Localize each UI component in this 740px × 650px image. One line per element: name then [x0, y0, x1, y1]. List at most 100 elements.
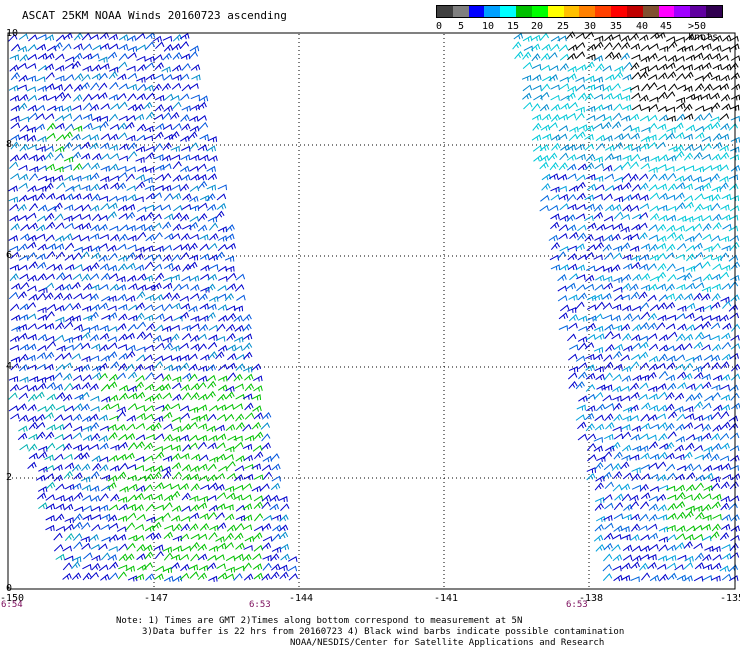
- wind-barb: [8, 392, 18, 400]
- wind-barb: [82, 505, 93, 511]
- wind-barb: [712, 45, 722, 52]
- wind-barb: [694, 454, 704, 461]
- wind-barb: [180, 384, 190, 391]
- wind-barb: [98, 543, 108, 551]
- wind-barb: [622, 406, 633, 413]
- wind-barb: [37, 94, 48, 101]
- wind-barb: [188, 434, 199, 442]
- wind-barb: [251, 485, 262, 492]
- wind-barb: [658, 573, 669, 582]
- wind-barb: [55, 483, 65, 491]
- wind-barb: [594, 423, 605, 431]
- wind-barb: [163, 193, 174, 201]
- wind-barb: [46, 132, 56, 140]
- longitude-tick-labels: -150-147-144-141-138-135: [0, 593, 740, 604]
- wind-barb: [602, 104, 613, 111]
- wind-barb: [135, 391, 146, 400]
- wind-barb: [154, 451, 165, 460]
- wind-barb: [658, 154, 669, 162]
- wind-barb: [179, 533, 190, 541]
- wind-barb: [162, 567, 172, 574]
- wind-barb: [127, 474, 137, 481]
- wind-barb: [217, 226, 228, 233]
- wind-barb: [540, 91, 550, 100]
- wind-barb: [189, 195, 199, 203]
- wind-barb: [242, 323, 252, 332]
- wind-barb: [170, 154, 181, 161]
- colorbar-label: 5: [458, 21, 465, 32]
- wind-barb: [26, 354, 36, 361]
- wind-barb: [117, 132, 128, 140]
- wind-barb: [226, 242, 236, 250]
- wind-barb: [611, 233, 621, 242]
- wind-barb: [38, 445, 48, 452]
- wind-barb: [567, 203, 577, 211]
- wind-barb: [189, 292, 200, 300]
- wind-barb: [586, 294, 597, 302]
- wind-barb: [701, 320, 712, 329]
- wind-barb: [666, 534, 677, 541]
- wind-barb: [611, 82, 621, 91]
- wind-barb: [577, 292, 588, 301]
- wind-barb: [181, 204, 192, 210]
- wind-barb: [145, 152, 155, 160]
- wind-barb: [108, 545, 118, 552]
- wind-barb: [208, 504, 219, 512]
- wind-barb: [560, 95, 570, 101]
- wind-barb: [89, 355, 100, 362]
- wind-barb: [53, 543, 64, 552]
- wind-barb: [145, 322, 156, 331]
- wind-barb: [235, 422, 245, 431]
- wind-barb: [170, 562, 180, 570]
- wind-barb: [172, 471, 183, 480]
- wind-barb: [134, 264, 145, 271]
- wind-barb: [558, 162, 568, 171]
- wind-barb: [145, 532, 156, 539]
- wind-barb: [683, 133, 693, 140]
- wind-barb: [108, 454, 119, 462]
- wind-barb: [55, 34, 66, 42]
- wind-barb: [62, 273, 72, 281]
- wind-barb: [144, 551, 154, 560]
- wind-barb: [710, 322, 721, 330]
- wind-barb: [29, 166, 39, 173]
- wind-barb: [154, 324, 164, 332]
- wind-barb: [197, 144, 208, 151]
- wind-barb: [26, 301, 37, 310]
- wind-barb: [630, 126, 640, 133]
- wind-barb: [656, 413, 666, 420]
- wind-barb: [189, 115, 199, 122]
- wind-barb: [665, 452, 675, 460]
- wind-barb: [683, 195, 694, 202]
- wind-barb: [577, 163, 588, 171]
- longitude-tick: -144: [289, 593, 313, 604]
- wind-barb: [98, 372, 108, 381]
- wind-barb: [639, 94, 649, 102]
- wind-barb: [209, 222, 219, 231]
- wind-barb: [566, 92, 576, 100]
- wind-barb: [720, 296, 730, 303]
- wind-barb: [117, 92, 127, 101]
- wind-barb: [134, 103, 144, 112]
- wind-barb: [216, 202, 227, 210]
- wind-barb: [107, 424, 117, 431]
- wind-barb: [711, 186, 721, 193]
- wind-barb: [683, 272, 693, 281]
- wind-barb: [126, 114, 136, 122]
- wind-barb: [72, 432, 83, 439]
- wind-barb: [19, 353, 29, 362]
- wind-barb: [720, 93, 731, 102]
- wind-barb: [20, 233, 30, 240]
- wind-barb: [585, 384, 596, 392]
- wind-barb: [693, 151, 703, 160]
- wind-barb: [46, 105, 57, 112]
- wind-barb: [127, 103, 138, 111]
- wind-barb: [657, 271, 667, 280]
- wind-barb: [586, 265, 596, 272]
- wind-barb: [584, 215, 594, 222]
- wind-barb: [38, 466, 48, 473]
- wind-barb: [613, 413, 623, 422]
- colorbar-segment: [500, 6, 517, 17]
- wind-barb: [711, 193, 721, 202]
- wind-barb: [154, 433, 165, 441]
